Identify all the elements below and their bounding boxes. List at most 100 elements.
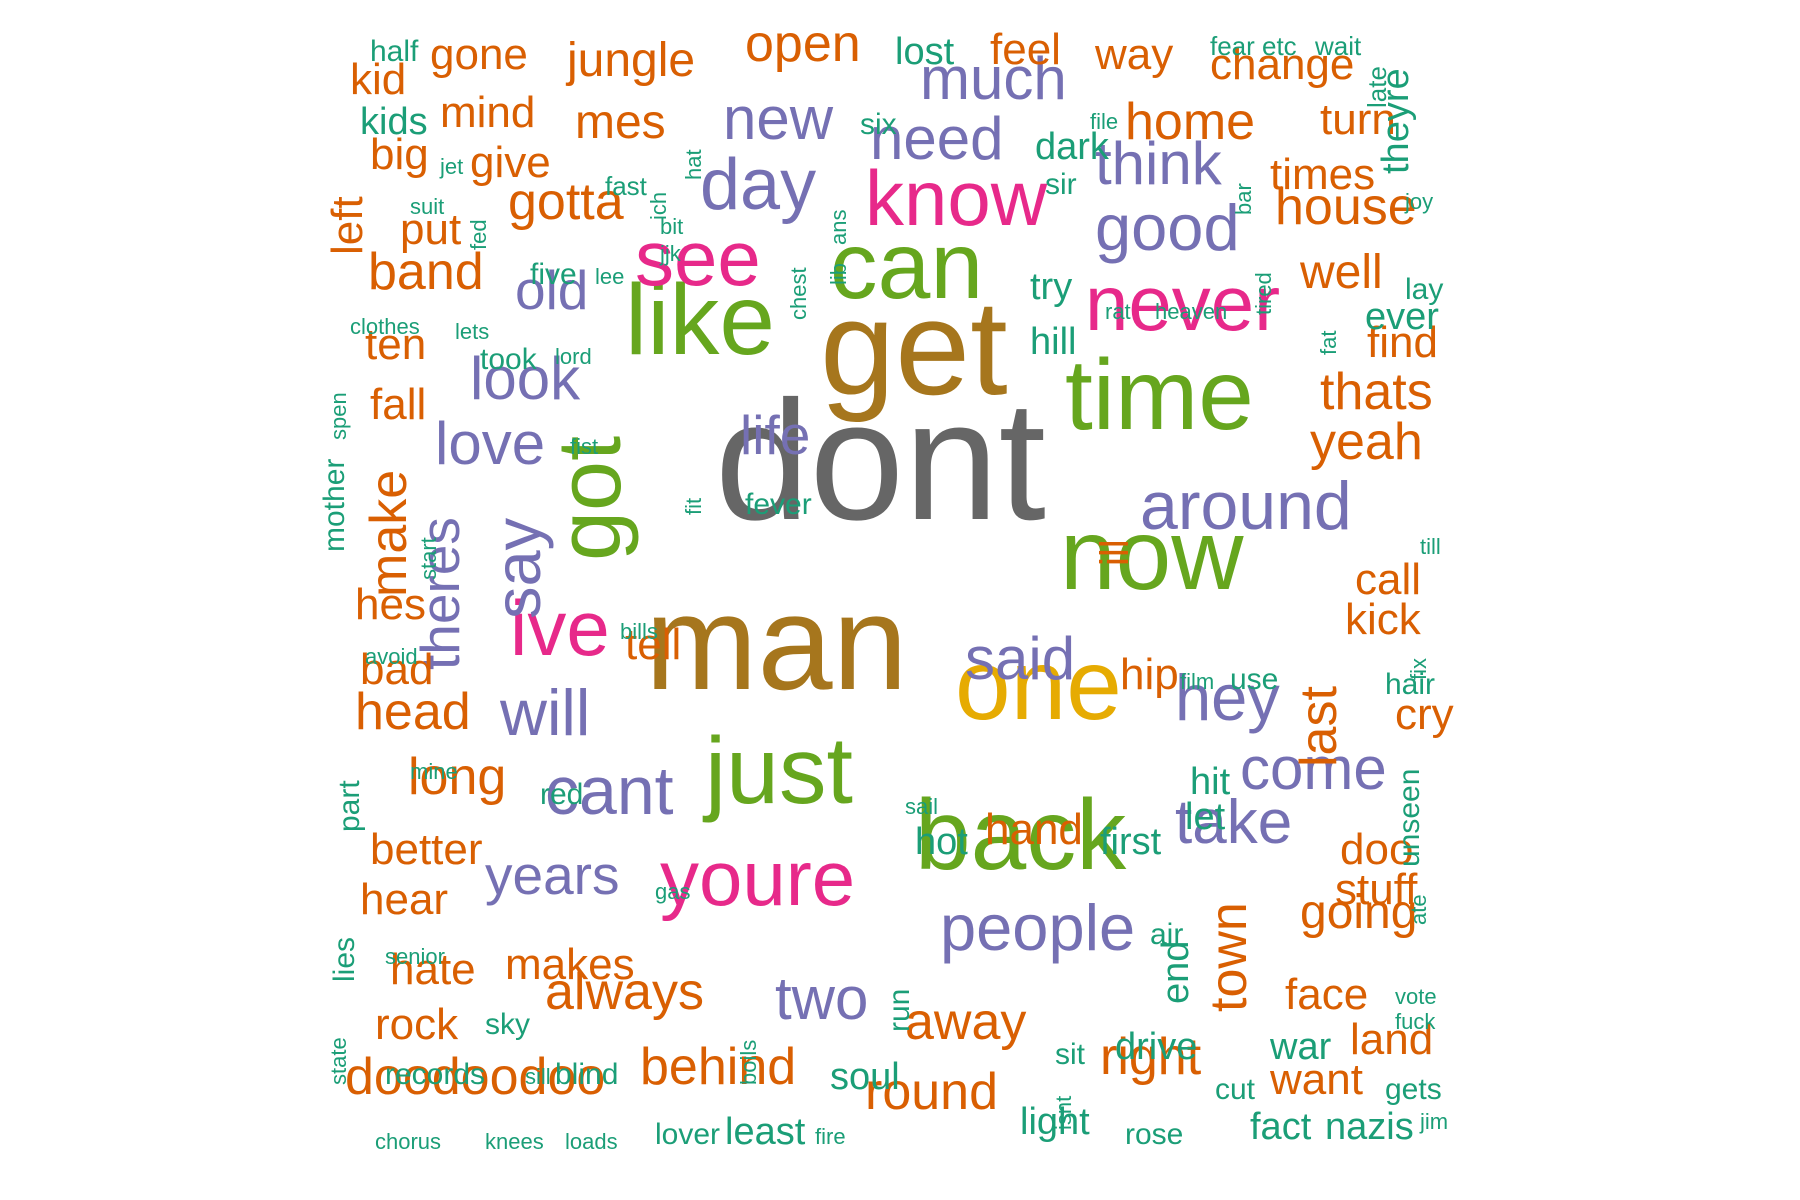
word-boils: boils (736, 1039, 761, 1085)
word-soul: soul (830, 1055, 900, 1098)
word-long: long (408, 747, 507, 806)
word-better: better (370, 824, 483, 874)
word-mine: mine (410, 759, 458, 785)
word-town: town (1200, 901, 1258, 1012)
word-gas: gas (655, 879, 691, 905)
word-lay: lay (1405, 272, 1444, 306)
word-mes: mes (575, 96, 666, 150)
word-old: old (515, 259, 589, 322)
word-round: round (865, 1062, 998, 1121)
word-fed: fed (466, 219, 491, 250)
word-man: man (645, 567, 908, 719)
word-youre: youre (660, 833, 856, 922)
word-home: home (1125, 92, 1256, 151)
word-run: run (883, 988, 916, 1032)
word-yeah: yeah (1310, 412, 1423, 471)
word-took: took (480, 342, 537, 376)
word-hair: hair (1385, 667, 1436, 701)
word-makes: makes (505, 939, 635, 989)
word-let: let (1185, 795, 1226, 838)
word-good: good (1095, 190, 1240, 264)
word-late: late (1362, 66, 1392, 109)
word-fast: fast (605, 170, 647, 201)
word-hey: hey (1175, 660, 1280, 734)
word-call: call (1355, 554, 1422, 604)
word-bills: bills (620, 619, 658, 645)
word-hes: hes (355, 579, 426, 629)
word-suit: suit (410, 194, 445, 220)
word-ate: ate (1406, 894, 1431, 925)
word-dont: dont (715, 365, 1046, 556)
word-lord: lord (555, 344, 592, 370)
word-red: red (540, 777, 584, 811)
word-try: try (1030, 265, 1073, 308)
word-fear: fear (1210, 30, 1255, 61)
word-gets: gets (1385, 1072, 1442, 1106)
word-nazis: nazis (1325, 1105, 1414, 1148)
word-fist: fist (570, 434, 599, 460)
word-way: way (1095, 29, 1174, 79)
word-sill: sill (525, 1064, 551, 1090)
word-least: least (725, 1110, 806, 1153)
word-just: just (705, 718, 853, 825)
word-stuff: stuff (1335, 864, 1418, 914)
word-much: much (920, 45, 1067, 112)
word-sky: sky (485, 1007, 530, 1041)
word-knees: knees (485, 1129, 544, 1155)
word-joy: joy (1405, 189, 1434, 215)
word-big: big (370, 129, 429, 179)
word-hit: hit (1190, 760, 1231, 803)
word-lover: lover (655, 1117, 721, 1151)
word-hand: hand (985, 804, 1083, 854)
word-cant: cant (545, 753, 674, 830)
word-air: air (1150, 917, 1184, 951)
word-avoid: avoid (365, 644, 418, 670)
word-dark: dark (1035, 125, 1109, 168)
word-fever: fever (745, 487, 812, 521)
word-first: first (1100, 820, 1162, 863)
word-bit: bit (660, 214, 684, 240)
word-gone: gone (430, 29, 528, 79)
word-film: film (1180, 669, 1215, 695)
word-come: come (1240, 735, 1387, 802)
word-two: two (775, 965, 869, 1032)
word-sit: sit (1055, 1037, 1085, 1071)
word-people: people (940, 890, 1136, 964)
word-six: six (860, 107, 897, 141)
word-now: now (1060, 499, 1244, 611)
word-away: away (905, 992, 1027, 1051)
word-times: times (1270, 149, 1376, 199)
word-know: know (865, 153, 1048, 242)
word-ill: ill (1093, 539, 1137, 566)
word-cry: cry (1395, 689, 1454, 739)
word-bad: bad (360, 644, 434, 694)
word-hot: hot (915, 820, 968, 863)
word-face: face (1285, 969, 1369, 1019)
word-lies: lies (328, 936, 361, 982)
word-time: time (1065, 339, 1254, 451)
word-light: light (1020, 1100, 1090, 1143)
word-doo: doo (1340, 824, 1414, 874)
word-five: five (530, 257, 577, 291)
word-kick: kick (1345, 594, 1421, 644)
word-get: get (820, 272, 1008, 424)
word-fat: fat (1316, 330, 1341, 355)
word-need: need (870, 105, 1004, 172)
word-turn: turn (1320, 94, 1396, 144)
word-take: take (1175, 788, 1293, 858)
word-jet: jet (440, 154, 464, 180)
word-ten: ten (365, 319, 427, 369)
word-hill: hill (1030, 320, 1077, 363)
word-jjk: jjk (660, 241, 681, 267)
word-like: like (625, 264, 776, 376)
word-file: file (1090, 109, 1119, 135)
word-chorus: chorus (375, 1129, 442, 1155)
word-one: one (955, 629, 1122, 741)
word-loads: loads (565, 1129, 618, 1155)
word-think: think (1095, 130, 1222, 197)
word-head: head (355, 682, 471, 741)
word-thats: thats (1320, 362, 1433, 421)
word-ever: ever (1365, 295, 1439, 338)
word-lost: lost (895, 30, 955, 73)
word-will: will (500, 675, 591, 749)
